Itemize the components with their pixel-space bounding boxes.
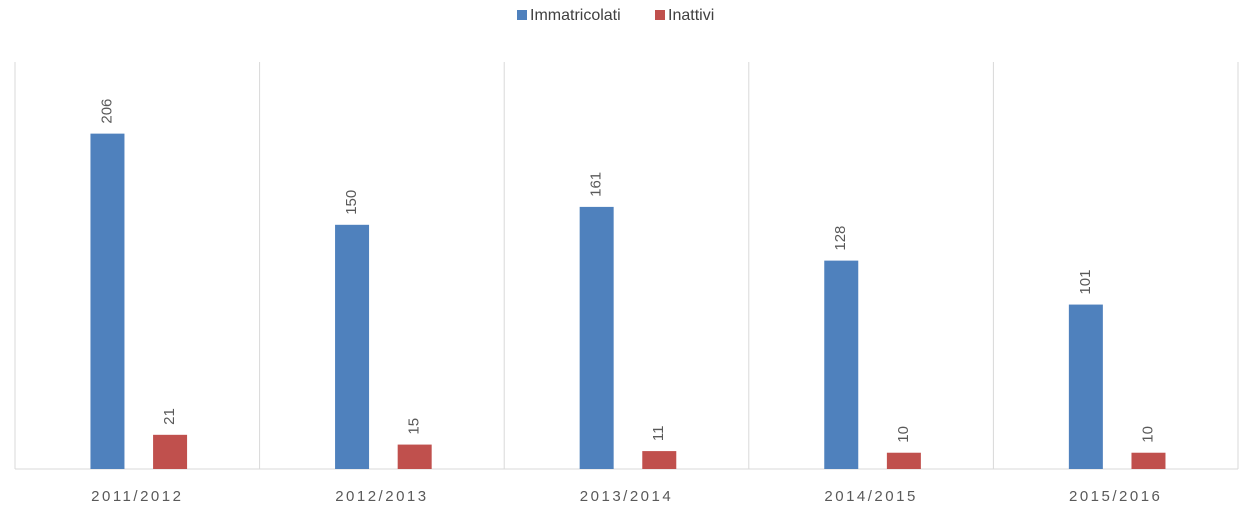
data-label: 206 <box>98 99 115 124</box>
bar <box>335 224 370 469</box>
legend-swatch <box>517 10 527 20</box>
data-label: 150 <box>343 190 360 215</box>
bar <box>397 444 432 469</box>
bar <box>824 260 859 469</box>
bar <box>90 133 125 469</box>
x-tick-label: 2011/2012 <box>91 488 183 505</box>
data-label: 101 <box>1077 270 1094 295</box>
data-label: 161 <box>588 172 605 197</box>
bar <box>886 452 921 469</box>
bar <box>642 451 677 469</box>
x-tick-label: 2015/2016 <box>1069 488 1162 505</box>
data-label: 11 <box>650 426 667 442</box>
bar <box>579 206 614 469</box>
bar <box>153 434 188 469</box>
bar <box>1068 304 1103 469</box>
legend-label: Inattivi <box>668 7 714 24</box>
x-tick-label: 2013/2014 <box>580 488 673 505</box>
x-tick-label: 2012/2013 <box>335 488 428 505</box>
data-label: 128 <box>832 226 849 251</box>
data-label: 21 <box>161 408 178 425</box>
data-label: 15 <box>406 418 423 435</box>
legend-label: Immatricolati <box>530 7 621 24</box>
bar <box>1131 452 1166 469</box>
legend-swatch <box>655 10 665 20</box>
x-tick-label: 2014/2015 <box>824 488 917 505</box>
data-label: 10 <box>895 426 912 443</box>
data-label: 10 <box>1139 426 1156 443</box>
